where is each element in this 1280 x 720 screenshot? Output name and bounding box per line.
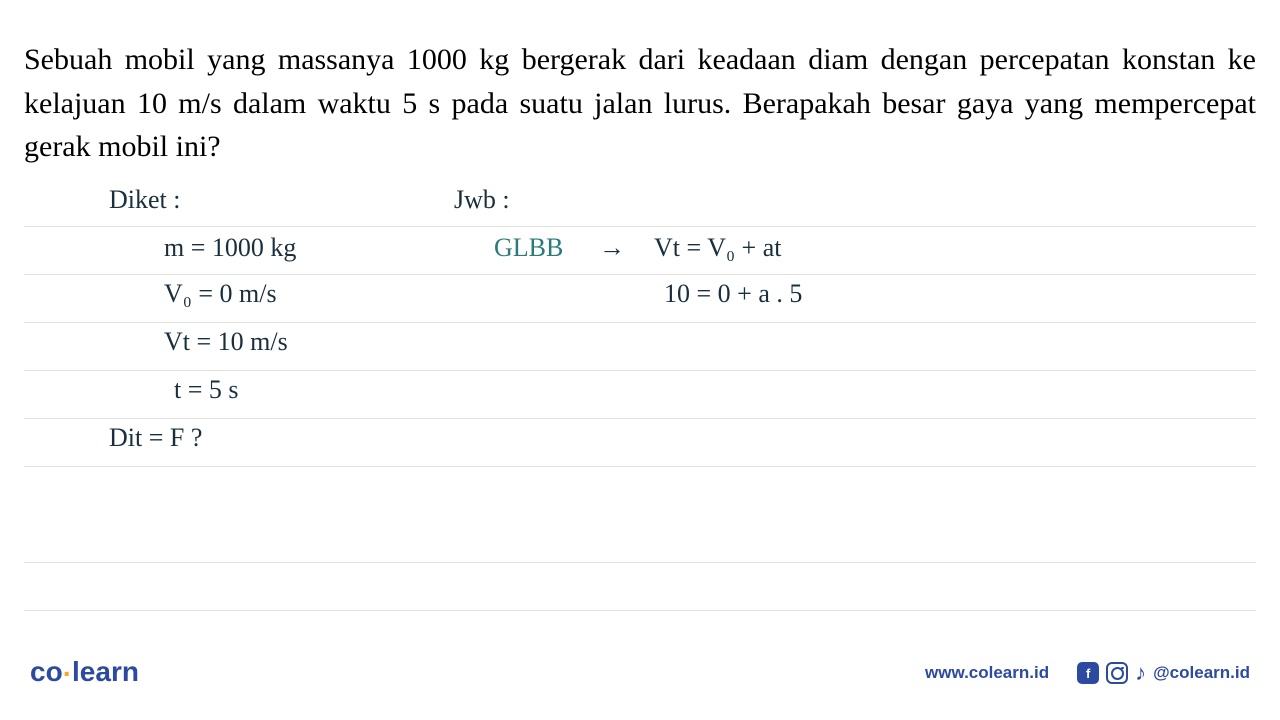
arrow-icon: → [599,233,625,263]
logo-dot-icon: · [63,658,72,690]
footer-url: www.colearn.id [925,663,1049,683]
facebook-icon: f [1077,662,1099,684]
brand-logo: co·learn [30,656,139,690]
logo-co: co [30,656,63,687]
given-v0: V₀ = 0 m/s [164,279,277,309]
handwriting-area: Diket : Jwb : m = 1000 kg GLBB → Vt = V₀… [24,179,1256,611]
tiktok-icon: ♪ [1135,660,1146,686]
given-mass: m = 1000 kg [164,233,296,263]
footer-bar: co·learn www.colearn.id f ♪ @colearn.id [0,656,1280,690]
social-icons: f ♪ @colearn.id [1077,660,1250,686]
given-vt: Vt = 10 m/s [164,327,288,357]
footer-right: www.colearn.id f ♪ @colearn.id [925,660,1250,686]
logo-learn: learn [72,656,139,687]
instagram-icon [1106,662,1128,684]
problem-statement: Sebuah mobil yang massanya 1000 kg berge… [0,0,1280,179]
given-t: t = 5 s [174,375,239,405]
equation-2: 10 = 0 + a . 5 [664,279,802,309]
label-glbb: GLBB [494,233,563,263]
social-handle: @colearn.id [1153,663,1250,683]
asked-dit: Dit = F ? [109,423,202,453]
label-jwb: Jwb : [454,185,510,215]
equation-1: Vt = V₀ + at [654,233,781,263]
label-diket: Diket : [109,185,181,215]
